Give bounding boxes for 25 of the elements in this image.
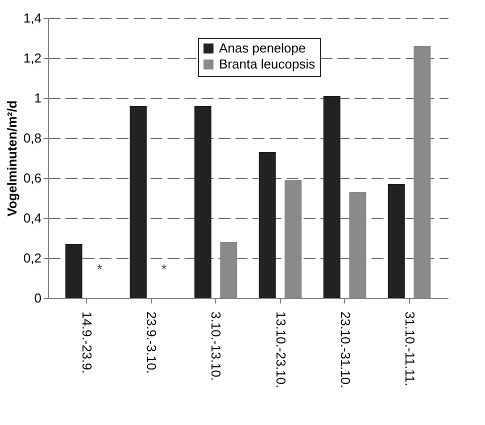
x-tick-label: 13.10.-23.10. <box>273 312 288 388</box>
y-tick-label: 0,8 <box>23 130 42 146</box>
bar <box>388 184 405 298</box>
bar <box>130 106 147 298</box>
bar <box>194 106 212 298</box>
legend-label: Branta leucopsis <box>219 56 316 72</box>
bar <box>258 152 276 298</box>
x-tick-label: 23.9.-3.10. <box>144 312 160 374</box>
bar <box>65 244 82 298</box>
y-axis-title: Vogelminuten/m²/d <box>4 100 20 217</box>
x-tick-label: 14.9.-23.9. <box>80 312 95 374</box>
y-tick-label: 1,4 <box>23 10 42 26</box>
y-tick-label: 0 <box>34 290 42 306</box>
y-tick-label: 0,6 <box>23 170 42 186</box>
y-tick-label: 0,2 <box>23 250 42 266</box>
annotation: * <box>161 261 168 277</box>
x-tick-label: 31.10.-11.11. <box>402 312 418 386</box>
y-tick-label: 1 <box>34 90 42 106</box>
x-tick-label: 3.10.-13.10. <box>208 312 224 381</box>
y-tick-label: 1,2 <box>23 50 42 66</box>
x-tick-label: 23.10.-31.10. <box>338 312 353 388</box>
y-tick-label: 0,4 <box>23 210 42 226</box>
bar <box>323 96 340 298</box>
legend-label: Anas penelope <box>219 40 306 56</box>
annotation: * <box>96 261 103 277</box>
